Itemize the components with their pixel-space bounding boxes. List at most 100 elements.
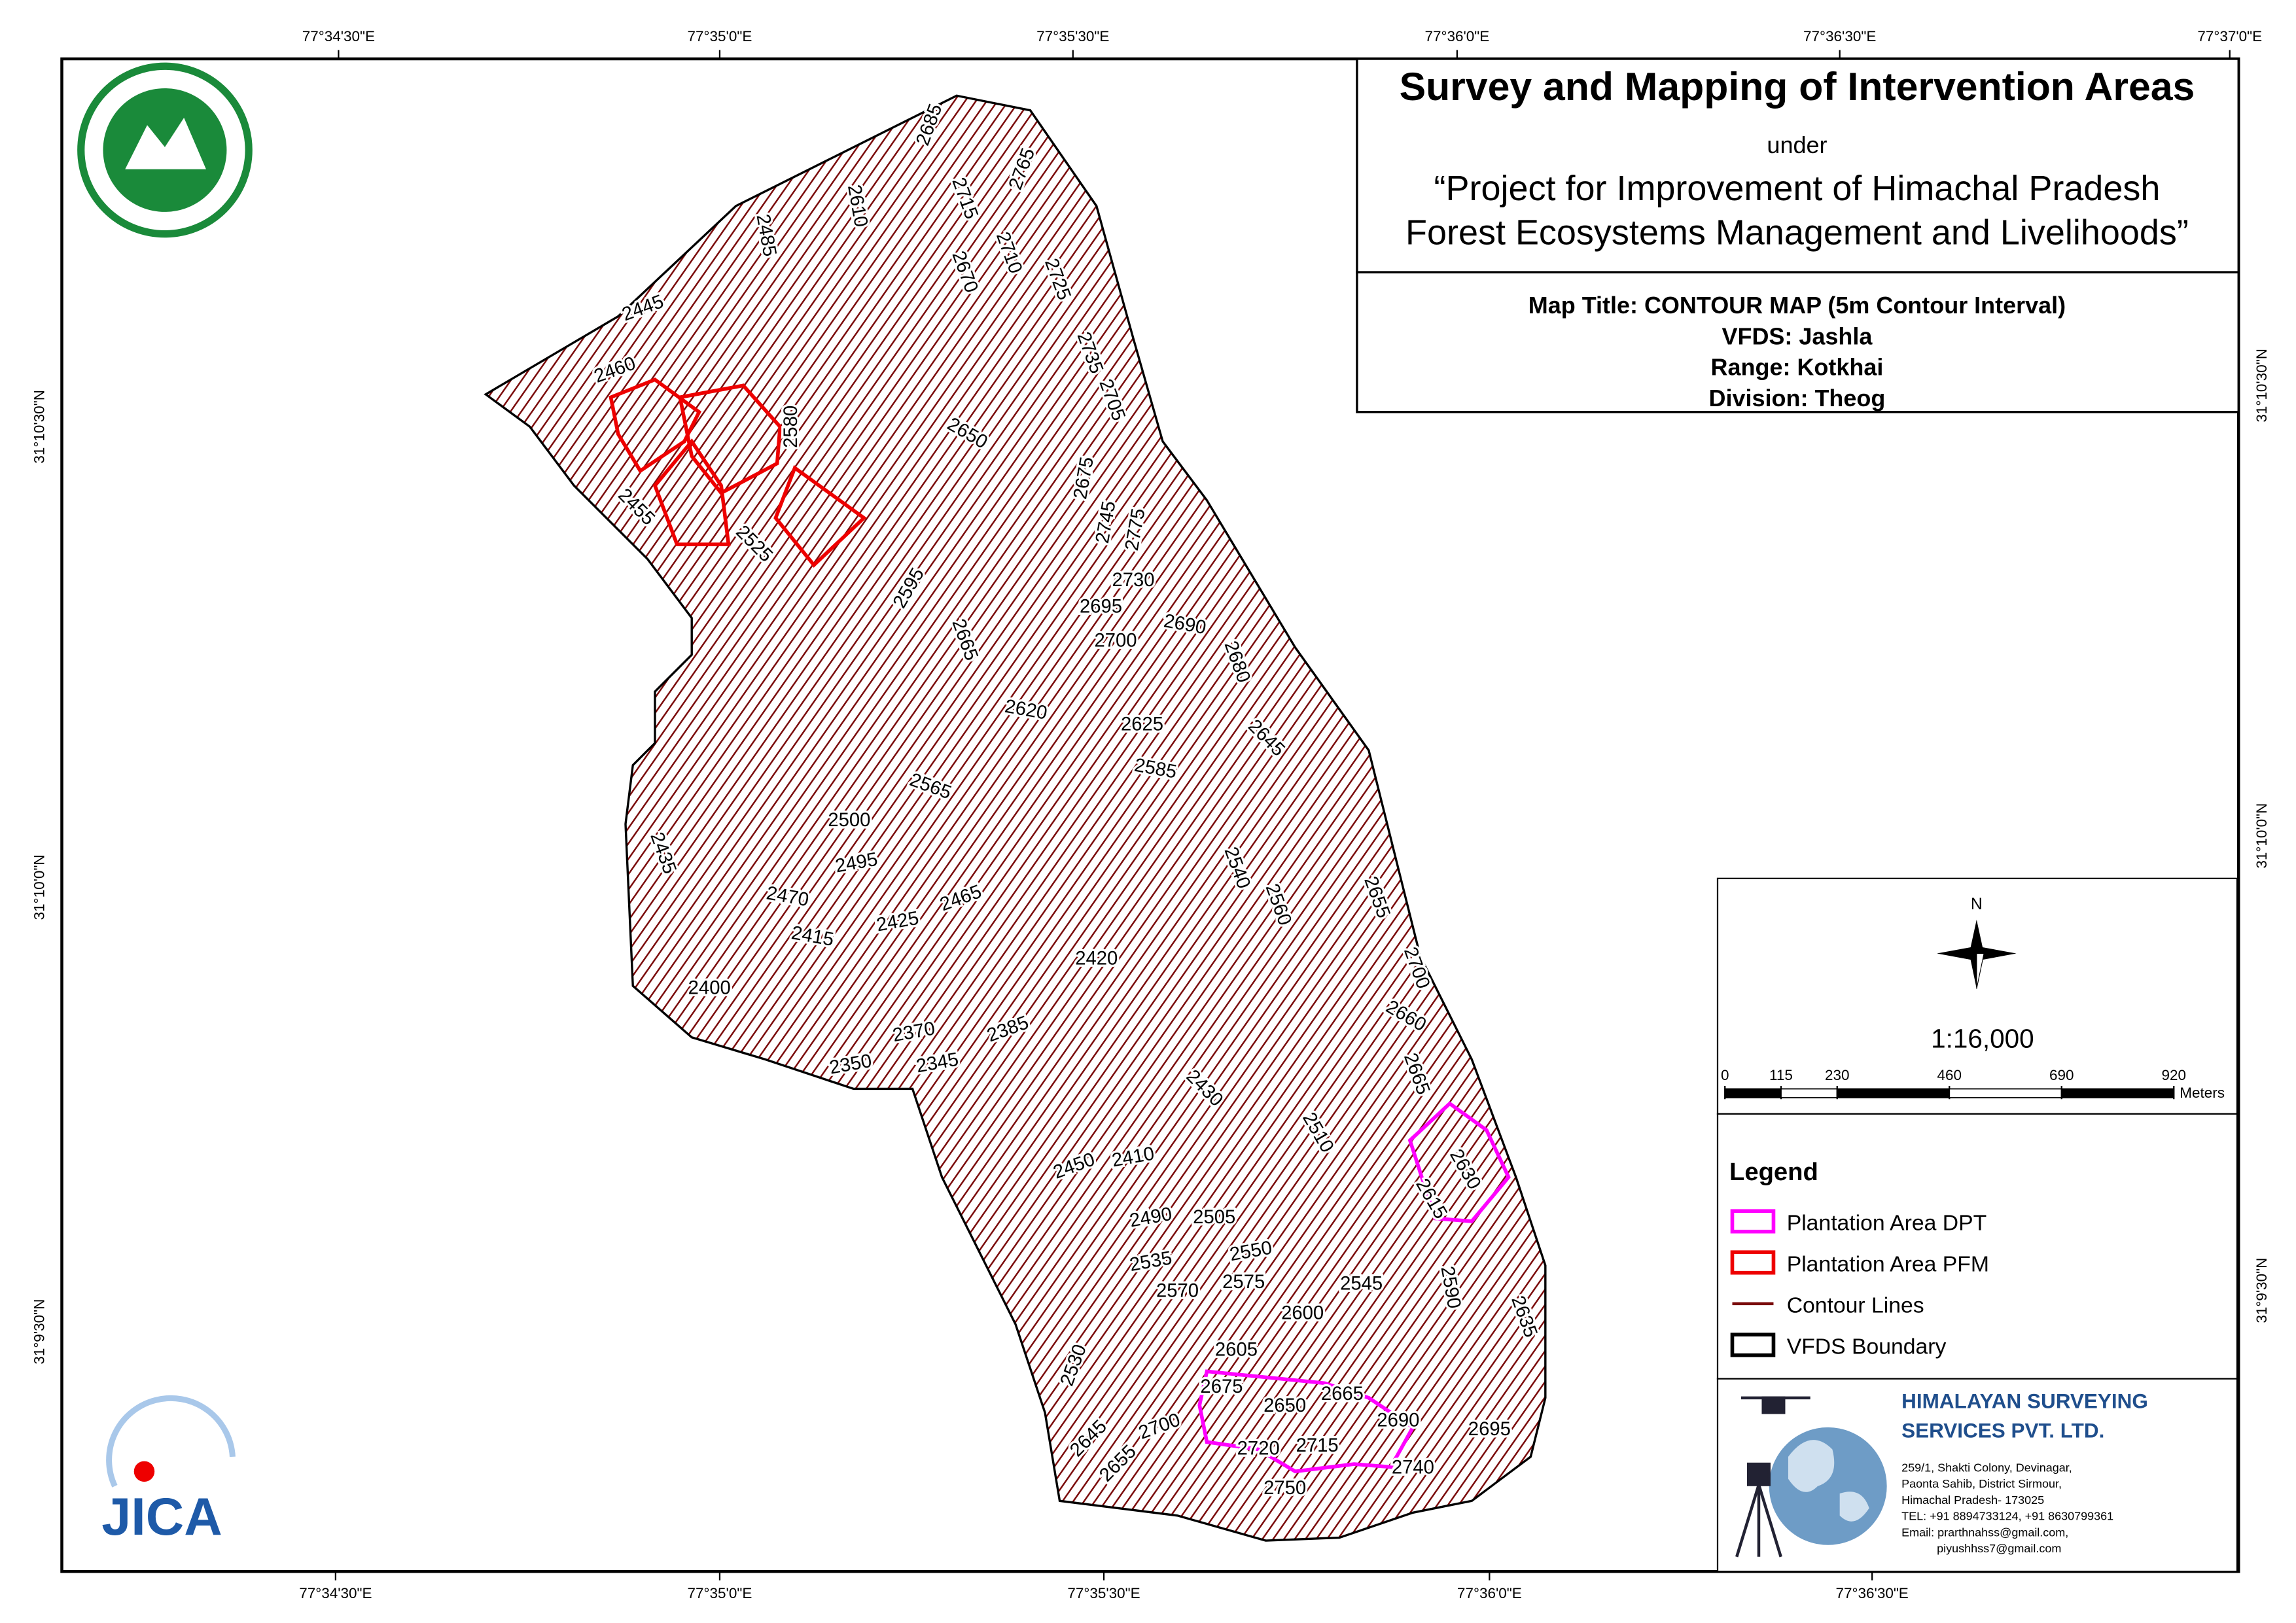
project: “Project for Improvement of Himachal Pra… bbox=[1434, 169, 2161, 208]
address-line: Paonta Sahib, District Sirmour, bbox=[1901, 1477, 2062, 1490]
contour-label: 2675 bbox=[1200, 1376, 1243, 1397]
forest-logo-mountains bbox=[125, 117, 206, 169]
project: Forest Ecosystems Management and Livelih… bbox=[1405, 213, 2189, 252]
contour-label: 2575 bbox=[1222, 1272, 1265, 1293]
legend-item: Plantation Area PFM bbox=[1787, 1251, 1989, 1276]
contour-label: 2695 bbox=[1468, 1419, 1511, 1440]
map-frame bbox=[60, 57, 2240, 1573]
dpt-area bbox=[1407, 1101, 1511, 1223]
graticule-label: 77°36'0"E bbox=[1424, 28, 1489, 44]
company-address: 259/1, Shakti Colony, Devinagar, Paonta S… bbox=[1901, 1461, 2113, 1555]
scale-bar: 0 115 230 460 690 920 bbox=[1721, 1067, 2187, 1100]
contour-label: 2420 bbox=[1075, 948, 1118, 969]
jica-logo: JICA bbox=[101, 1488, 222, 1546]
map-title: Map Title: CONTOUR MAP (5m Contour Inter… bbox=[1528, 292, 2066, 319]
pfm-area bbox=[677, 383, 783, 496]
scale-segment bbox=[1780, 1088, 1838, 1098]
north-arrow bbox=[1937, 919, 2017, 989]
graticule-label: 77°36'0"E bbox=[1457, 1585, 1522, 1601]
vfds: VFDS: Jashla bbox=[1722, 323, 1873, 349]
address-line: Himachal Pradesh- 173025 bbox=[1901, 1493, 2044, 1507]
scale-segment bbox=[1836, 1088, 1951, 1098]
surveyor-icon bbox=[1735, 1396, 1810, 1558]
title-box bbox=[1356, 58, 2240, 273]
contour-label: 2605 bbox=[1215, 1340, 1258, 1361]
scale-tick-label: 0 bbox=[1721, 1067, 1729, 1083]
contour-label: 2580 bbox=[781, 406, 802, 448]
address-line: 259/1, Shakti Colony, Devinagar, bbox=[1901, 1461, 2072, 1474]
legend-swatch bbox=[1730, 1250, 1776, 1275]
contour-label: 2730 bbox=[1112, 570, 1154, 591]
contour-label: 2625 bbox=[1121, 714, 1163, 735]
scale-tick-label: 920 bbox=[2162, 1067, 2187, 1083]
pfm-area bbox=[652, 438, 731, 547]
legend-item: Plantation Area DPT bbox=[1787, 1210, 1987, 1235]
graticule-label: 31°10'30"N bbox=[31, 390, 48, 464]
graticule-label: 77°37'0"E bbox=[2197, 28, 2262, 44]
scale-unit: Meters bbox=[2180, 1085, 2225, 1101]
graticule-label: 31°10'0"N bbox=[2253, 803, 2270, 869]
legend-box bbox=[1716, 1113, 2238, 1380]
graticule-label: 77°34'30"E bbox=[302, 28, 375, 44]
address-line: piyushhss7@gmail.com bbox=[1937, 1542, 2061, 1555]
legend-title: Legend bbox=[1729, 1158, 1818, 1186]
pfm-area bbox=[609, 377, 702, 474]
division: Division: Theog bbox=[1709, 385, 1886, 411]
contour-label: 2600 bbox=[1281, 1302, 1324, 1323]
globe-land bbox=[1788, 1440, 1869, 1522]
graticule-label: 31°9'30"N bbox=[2253, 1258, 2270, 1323]
contour-label: 2690 bbox=[1377, 1410, 1419, 1431]
address-line: TEL: +91 8894733124, +91 8630799361 bbox=[1901, 1510, 2113, 1523]
legend-swatch bbox=[1730, 1333, 1776, 1357]
north-label: N bbox=[1971, 896, 1983, 913]
contour-label: 2715 bbox=[1296, 1435, 1339, 1456]
graticule-label: 77°35'0"E bbox=[688, 28, 752, 44]
graticule: 77°34'30"E 77°35'0"E 77°35'30"E 77°36'0"E 77… bbox=[31, 28, 2270, 1601]
title: Survey and Mapping of Intervention Areas bbox=[1400, 64, 2195, 109]
pfm-areas bbox=[609, 377, 867, 568]
jica-dot bbox=[133, 1461, 155, 1482]
graticule-label: 77°36'30"E bbox=[1836, 1585, 1909, 1601]
contour-label: 2500 bbox=[828, 810, 870, 831]
vfds-boundary bbox=[484, 94, 1547, 1542]
scale-tick-label: 460 bbox=[1937, 1067, 1962, 1083]
range: Range: Kotkhai bbox=[1711, 354, 1884, 381]
legend-item: Contour Lines bbox=[1787, 1293, 1924, 1318]
scale-tick-label: 690 bbox=[2049, 1067, 2074, 1083]
dpt-area bbox=[1197, 1369, 1416, 1474]
scale-box bbox=[1716, 877, 2238, 1115]
graticule-label: 77°35'30"E bbox=[1036, 28, 1109, 44]
graticule-label: 77°36'30"E bbox=[1803, 28, 1876, 44]
contour-label: 2505 bbox=[1193, 1207, 1235, 1228]
contour-label: 2720 bbox=[1237, 1438, 1280, 1459]
scale-segment bbox=[2060, 1088, 2175, 1098]
contour-label: 2665 bbox=[1321, 1384, 1364, 1405]
graticule-label: 31°10'30"N bbox=[2253, 349, 2270, 423]
scale-tick-label: 115 bbox=[1769, 1067, 1793, 1083]
graticule-label: 77°34'30"E bbox=[299, 1585, 372, 1601]
graticule-label: 31°9'30"N bbox=[31, 1299, 48, 1365]
legend-swatch bbox=[1730, 1209, 1776, 1234]
company-name: HIMALAYAN SURVEYING bbox=[1901, 1389, 2148, 1413]
scale-ratio: 1:16,000 bbox=[1931, 1024, 2034, 1054]
scale-segment bbox=[1724, 1088, 1782, 1098]
contour-label: 2570 bbox=[1156, 1281, 1199, 1302]
globe-logo bbox=[1769, 1427, 1887, 1545]
contour-label: 2545 bbox=[1340, 1273, 1383, 1294]
scale-tick-label: 230 bbox=[1825, 1067, 1850, 1083]
contour-label: 2750 bbox=[1263, 1478, 1306, 1499]
contour-label: 2700 bbox=[1094, 630, 1137, 651]
graticule-label: 31°10'0"N bbox=[31, 854, 48, 920]
company-name: SERVICES PVT. LTD. bbox=[1901, 1419, 2104, 1442]
graticule-label: 77°35'30"E bbox=[1067, 1585, 1140, 1601]
contour-label: 2740 bbox=[1392, 1457, 1434, 1478]
dpt-areas bbox=[1197, 1101, 1511, 1474]
contour-label: 2695 bbox=[1080, 597, 1122, 618]
subtitle: under bbox=[1767, 131, 1827, 158]
scale-segment bbox=[1949, 1088, 2062, 1098]
contour-label: 2650 bbox=[1263, 1395, 1306, 1416]
graticule-label: 77°35'0"E bbox=[688, 1585, 752, 1601]
legend-item: VFDS Boundary bbox=[1787, 1334, 1947, 1359]
